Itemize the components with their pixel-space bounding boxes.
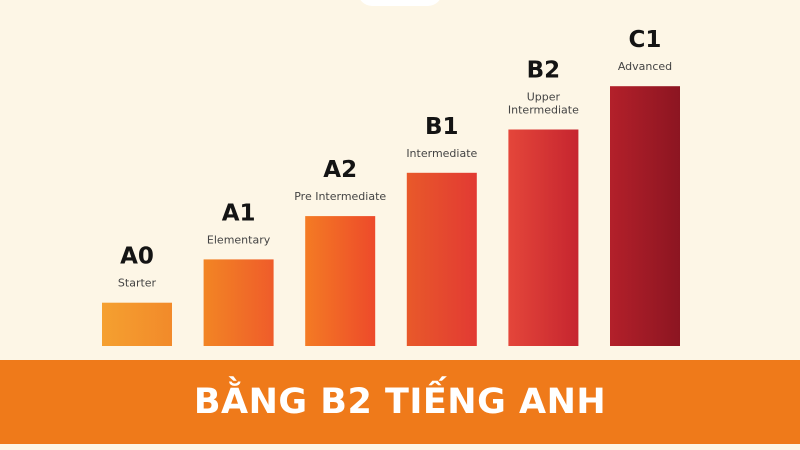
level-code-c1: C1	[629, 27, 662, 53]
bar-c1	[610, 86, 680, 346]
cefr-level-chart: Starter A0 Elementary A1 Pre Intermediate A2 I…	[102, 27, 680, 346]
bar-a0	[102, 302, 172, 346]
level-code-a1: A1	[222, 200, 256, 226]
bar-b1	[406, 172, 477, 346]
level-name-c1: Advanced	[618, 60, 672, 73]
level-name-a1: Elementary	[207, 233, 271, 246]
bar-a1	[203, 259, 274, 346]
level-code-a2: A2	[323, 157, 357, 183]
title-banner: BẰNG B2 TIẾNG ANH	[0, 360, 800, 444]
banner-title: BẰNG B2 TIẾNG ANH	[193, 382, 607, 422]
bars-layer	[102, 86, 680, 346]
level-code-b2: B2	[527, 58, 561, 84]
level-code-a0: A0	[120, 244, 154, 270]
level-code-b1: B1	[425, 114, 459, 140]
top-decoration	[358, 0, 442, 6]
bar-a2	[305, 216, 376, 346]
bottom-strip	[0, 444, 800, 450]
bar-b2	[508, 129, 579, 346]
level-name-b1: Intermediate	[406, 147, 477, 160]
labels-layer: Starter A0 Elementary A1 Pre Intermediate A2 I…	[118, 27, 672, 290]
level-name-a0: Starter	[118, 277, 157, 290]
level-name-b2: Upper Intermediate	[508, 91, 579, 117]
level-name-a2: Pre Intermediate	[294, 190, 386, 203]
